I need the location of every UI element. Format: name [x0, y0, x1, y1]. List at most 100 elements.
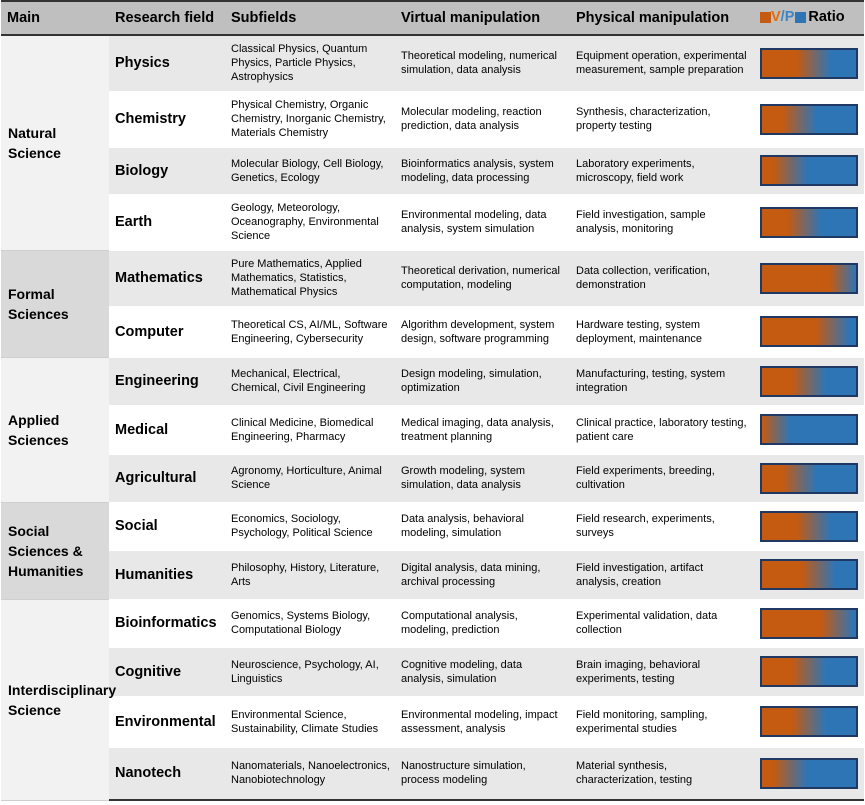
ratio-bar	[760, 656, 858, 687]
ratio-cell	[752, 357, 864, 406]
virtual-manipulation-cell: Theoretical derivation, numerical comput…	[395, 250, 570, 307]
subfields-cell: Classical Physics, Quantum Physics, Part…	[225, 35, 395, 92]
ratio-cell	[752, 147, 864, 195]
ratio-cell	[752, 250, 864, 307]
subfields-cell: Genomics, Systems Biology, Computational…	[225, 599, 395, 648]
ratio-bar	[760, 262, 858, 294]
physical-manipulation-cell: Brain imaging, behavioral experiments, t…	[570, 647, 752, 697]
ratio-bar	[760, 510, 858, 542]
ratio-bar	[760, 706, 858, 737]
research-field-cell: Mathematics	[109, 250, 225, 307]
ratio-legend-v: V	[771, 9, 781, 26]
header-research-field: Research field	[109, 0, 225, 36]
ratio-bar	[760, 462, 858, 494]
table-row: Computer Theoretical CS, AI/ML, Software …	[1, 306, 864, 358]
research-field-cell: Agricultural	[109, 454, 225, 503]
subfields-cell: Nanomaterials, Nanoelectronics, Nanobiot…	[225, 747, 395, 801]
physical-manipulation-cell: Experimental validation, data collection	[570, 599, 752, 648]
ratio-cell	[752, 696, 864, 748]
virtual-manipulation-cell: Molecular modeling, reaction prediction,…	[395, 91, 570, 148]
virtual-legend-swatch	[760, 11, 771, 23]
physical-manipulation-cell: Data collection, verification, demonstra…	[570, 250, 752, 307]
research-field-cell: Bioinformatics	[109, 599, 225, 648]
ratio-bar	[760, 47, 858, 79]
physical-manipulation-cell: Field investigation, sample analysis, mo…	[570, 194, 752, 251]
table-row: Medical Clinical Medicine, Biomedical Eng…	[1, 405, 864, 455]
main-category-cell: Interdisciplinary Science	[1, 599, 116, 801]
ratio-cell	[752, 502, 864, 551]
table-row: Natural Science Physics Classical Physics,…	[1, 35, 864, 251]
table-row: Nanotech Nanomaterials, Nanoelectronics, …	[1, 747, 864, 801]
virtual-manipulation-cell: Medical imaging, data analysis, treatmen…	[395, 405, 570, 455]
subfields-cell: Economics, Sociology, Psychology, Politi…	[225, 502, 395, 551]
ratio-bar	[760, 206, 858, 238]
main-category-cell: Formal Sciences	[1, 250, 109, 358]
physical-manipulation-cell: Field investigation, artifact analysis, …	[570, 550, 752, 600]
physical-legend-swatch	[795, 11, 807, 23]
table-body: Natural Science Physics Classical Physics,…	[1, 35, 864, 801]
physical-manipulation-cell: Equipment operation, experimental measur…	[570, 35, 752, 92]
subfields-cell: Agronomy, Horticulture, Animal Science	[225, 454, 395, 503]
virtual-manipulation-cell: Environmental modeling, data analysis, s…	[395, 194, 570, 251]
ratio-bar	[760, 365, 858, 397]
ratio-legend-slash: /	[780, 9, 785, 26]
header-virtual-manipulation: Virtual manipulation	[395, 0, 570, 36]
research-field-cell: Chemistry	[109, 91, 225, 148]
header-subfields: Subfields	[225, 0, 395, 36]
research-field-cell: Social	[109, 502, 225, 551]
ratio-cell	[752, 454, 864, 503]
table-row: Cognitive Neuroscience, Psychology, AI, L…	[1, 647, 864, 697]
physical-manipulation-cell: Hardware testing, system deployment, mai…	[570, 306, 752, 358]
virtual-manipulation-cell: Cognitive modeling, data analysis, simul…	[395, 647, 570, 697]
ratio-cell	[752, 747, 864, 801]
ratio-cell	[752, 194, 864, 251]
ratio-legend: V / P Ratio	[760, 9, 845, 25]
research-field-cell: Environmental	[109, 696, 225, 748]
ratio-bar	[760, 155, 858, 186]
ratio-cell	[752, 599, 864, 648]
subfields-cell: Mechanical, Electrical, Chemical, Civil …	[225, 357, 395, 406]
ratio-cell	[752, 405, 864, 455]
main-category-cell: Natural Science	[1, 35, 109, 251]
ratio-bar	[760, 103, 858, 135]
virtual-manipulation-cell: Environmental modeling, impact assessmen…	[395, 696, 570, 748]
subfields-cell: Environmental Science, Sustainability, C…	[225, 696, 395, 748]
ratio-bar	[760, 559, 858, 590]
header-ratio: V / P Ratio	[752, 0, 864, 36]
table-row: Agricultural Agronomy, Horticulture, Anim…	[1, 454, 864, 503]
subfields-cell: Theoretical CS, AI/ML, Software Engineer…	[225, 306, 395, 358]
virtual-manipulation-cell: Nanostructure simulation, process modeli…	[395, 747, 570, 801]
research-field-cell: Computer	[109, 306, 225, 358]
ratio-cell	[752, 306, 864, 358]
physical-manipulation-cell: Field monitoring, sampling, experimental…	[570, 696, 752, 748]
virtual-manipulation-cell: Computational analysis, modeling, predic…	[395, 599, 570, 648]
header-physical-manipulation: Physical manipulation	[570, 0, 752, 36]
table-row: Biology Molecular Biology, Cell Biology, …	[1, 147, 864, 195]
ratio-bar	[760, 757, 858, 789]
ratio-bar	[760, 607, 858, 639]
subfields-cell: Clinical Medicine, Biomedical Engineerin…	[225, 405, 395, 455]
subfields-cell: Geology, Meteorology, Oceanography, Envi…	[225, 194, 395, 251]
ratio-cell	[752, 35, 864, 92]
table-row: Earth Geology, Meteorology, Oceanography,…	[1, 194, 864, 251]
physical-manipulation-cell: Synthesis, characterization, property te…	[570, 91, 752, 148]
physical-manipulation-cell: Clinical practice, laboratory testing, p…	[570, 405, 752, 455]
ratio-cell	[752, 550, 864, 600]
table-row: Chemistry Physical Chemistry, Organic Che…	[1, 91, 864, 148]
table-row: Environmental Environmental Science, Sust…	[1, 696, 864, 748]
ratio-legend-p: P	[784, 9, 795, 26]
table-row: Formal Sciences Mathematics Pure Mathemati…	[1, 250, 864, 358]
ratio-cell	[752, 91, 864, 148]
subfields-cell: Molecular Biology, Cell Biology, Genetic…	[225, 147, 395, 195]
research-field-cell: Physics	[109, 35, 225, 92]
virtual-manipulation-cell: Growth modeling, system simulation, data…	[395, 454, 570, 503]
research-field-cell: Nanotech	[109, 747, 225, 801]
physical-manipulation-cell: Field research, experiments, surveys	[570, 502, 752, 551]
research-field-cell: Earth	[109, 194, 225, 251]
ratio-legend-label: Ratio	[808, 9, 845, 26]
main-category-cell: Social Sciences & Humanities	[1, 502, 109, 600]
subfields-cell: Pure Mathematics, Applied Mathematics, S…	[225, 250, 395, 307]
physical-manipulation-cell: Manufacturing, testing, system integrati…	[570, 357, 752, 406]
research-field-cell: Medical	[109, 405, 225, 455]
